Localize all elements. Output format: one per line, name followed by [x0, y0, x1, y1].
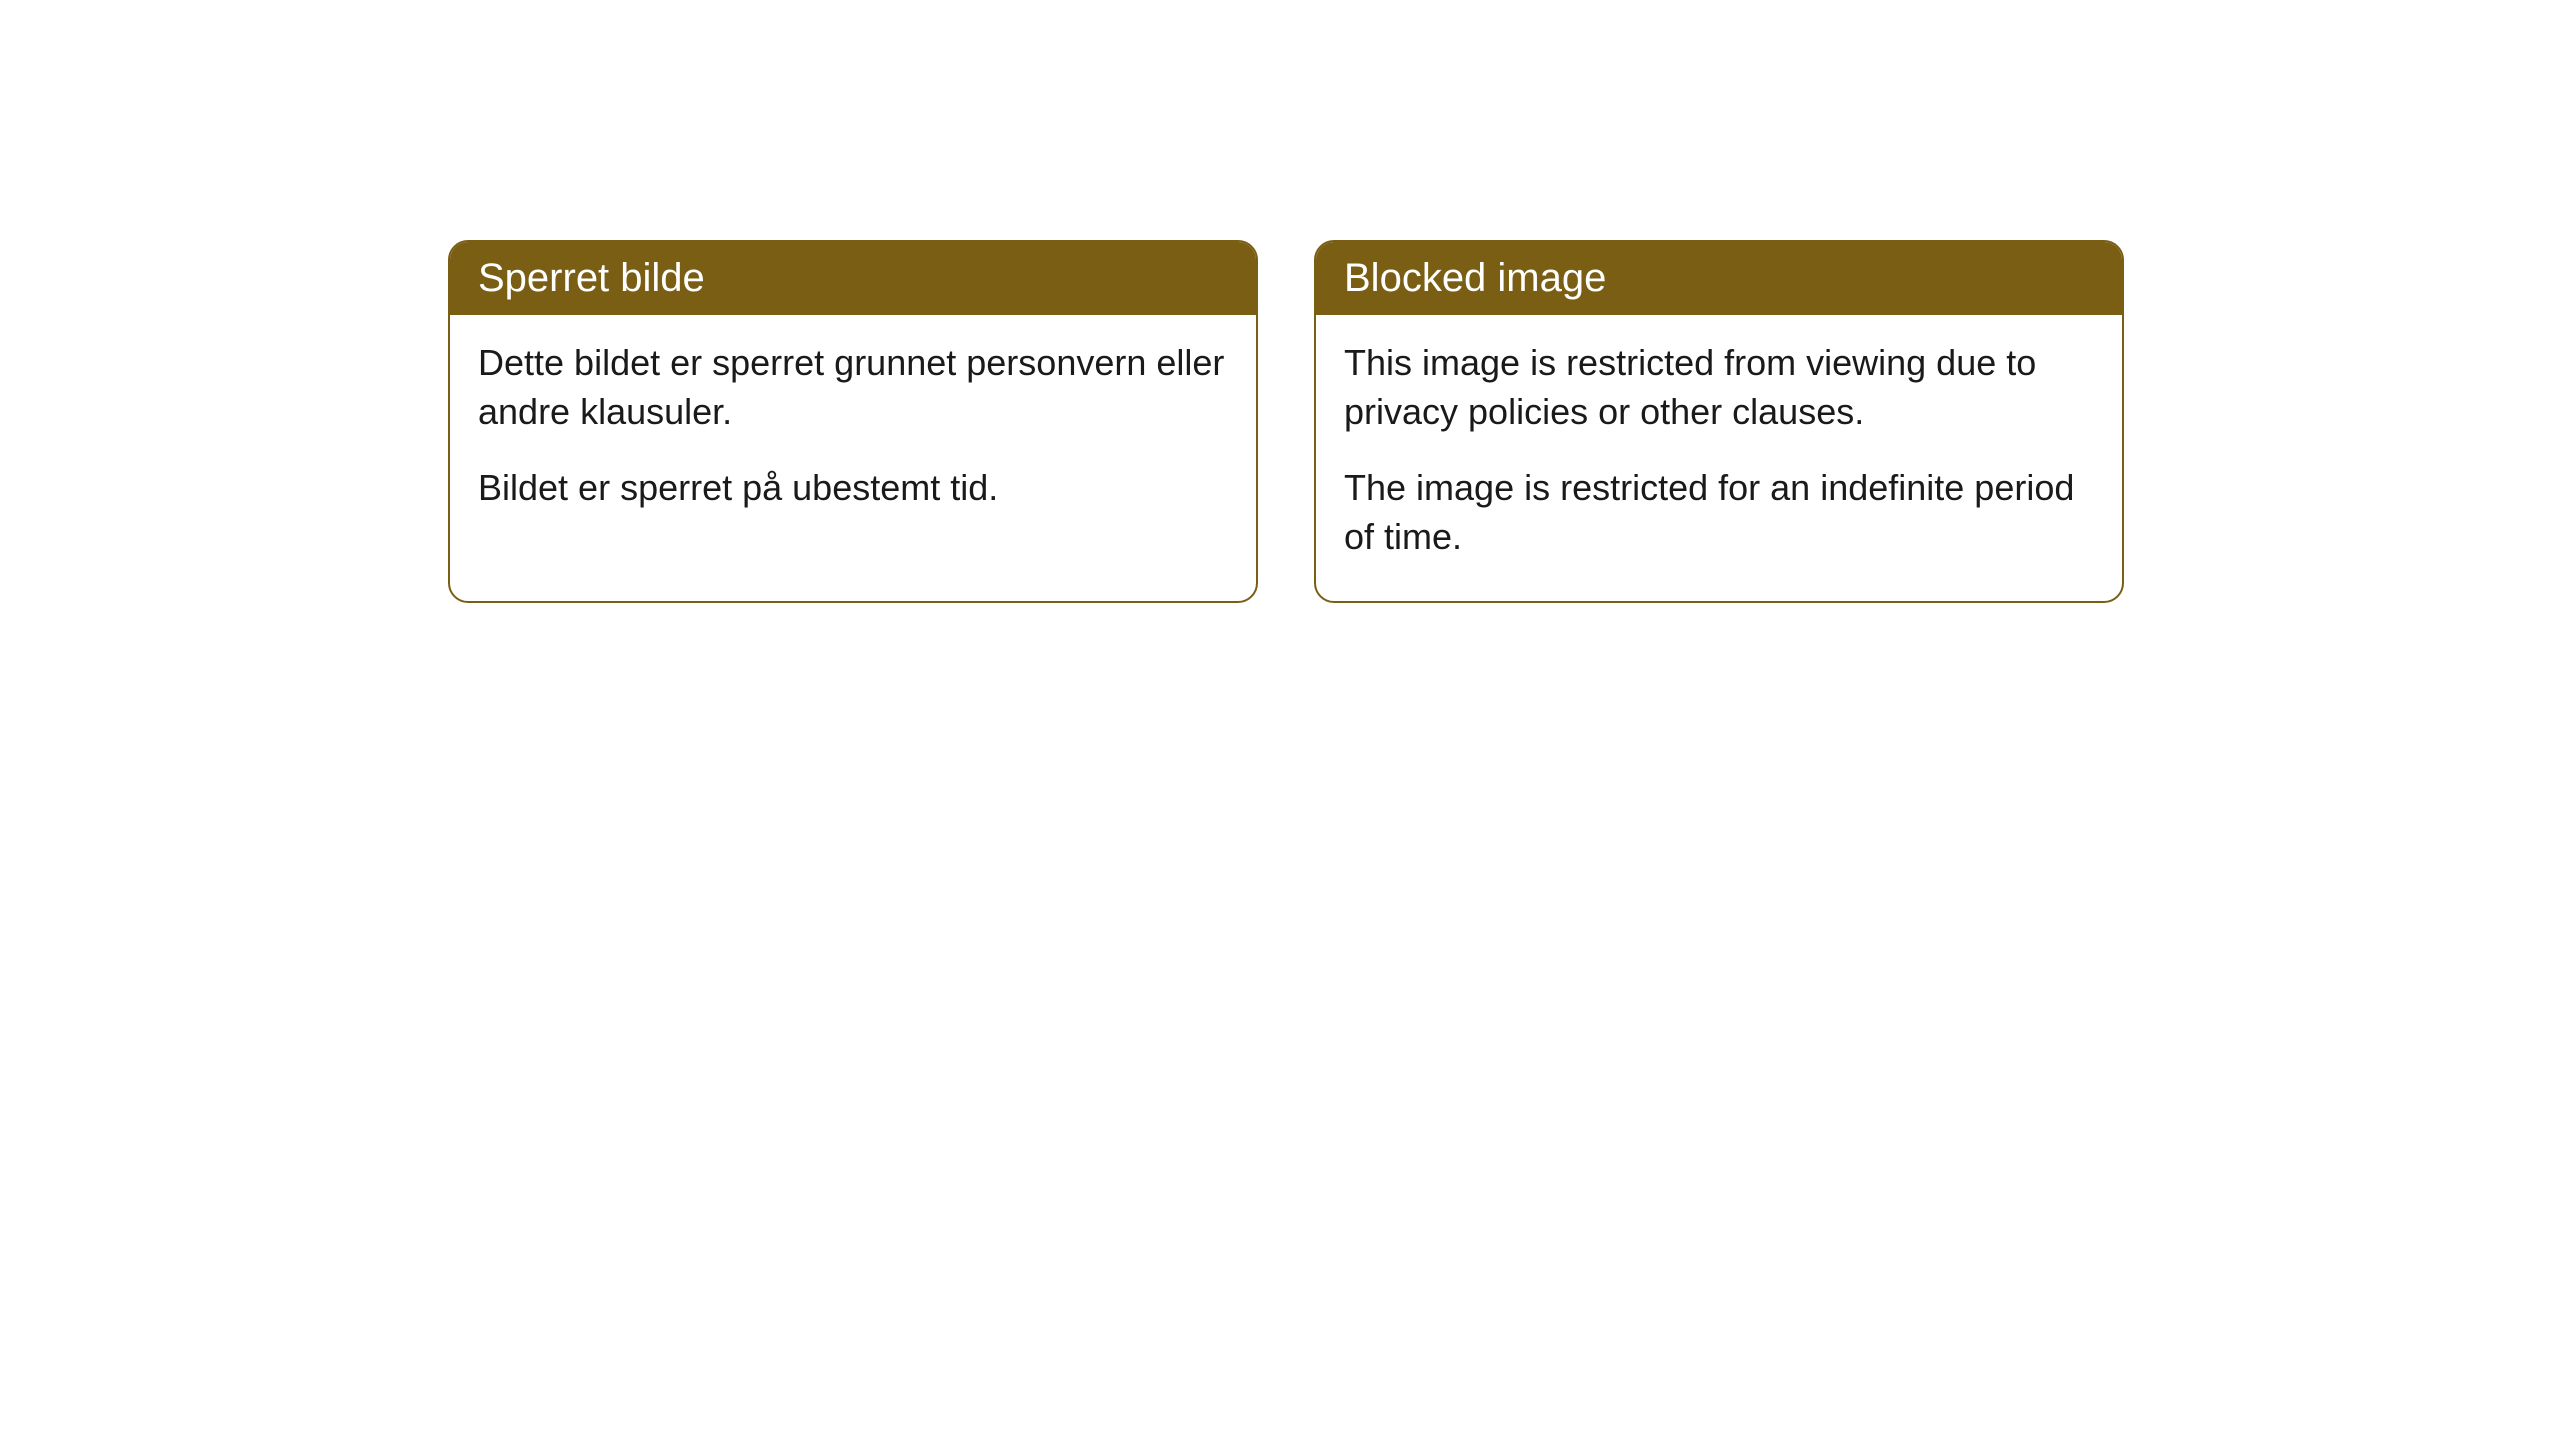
notice-card-english: Blocked image This image is restricted f… [1314, 240, 2124, 603]
notice-body: This image is restricted from viewing du… [1316, 315, 2122, 601]
notice-header: Sperret bilde [450, 242, 1256, 315]
notice-title: Sperret bilde [478, 256, 705, 300]
notice-paragraph-1: This image is restricted from viewing du… [1344, 339, 2094, 436]
notice-paragraph-2: Bildet er sperret på ubestemt tid. [478, 464, 1228, 513]
notice-header: Blocked image [1316, 242, 2122, 315]
notice-paragraph-1: Dette bildet er sperret grunnet personve… [478, 339, 1228, 436]
notice-card-norwegian: Sperret bilde Dette bildet er sperret gr… [448, 240, 1258, 603]
notice-paragraph-2: The image is restricted for an indefinit… [1344, 464, 2094, 561]
notice-body: Dette bildet er sperret grunnet personve… [450, 315, 1256, 553]
notice-title: Blocked image [1344, 256, 1606, 300]
notice-container: Sperret bilde Dette bildet er sperret gr… [448, 240, 2124, 603]
